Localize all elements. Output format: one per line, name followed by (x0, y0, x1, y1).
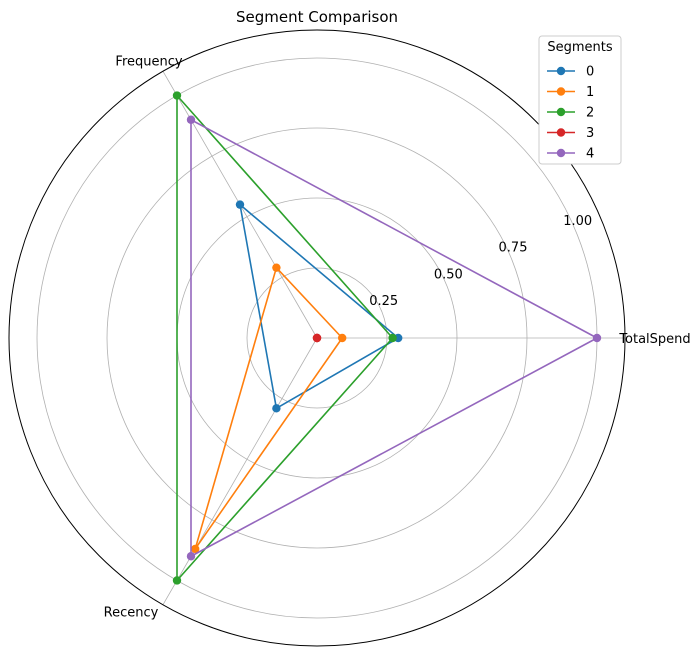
legend-swatch-marker (556, 87, 566, 96)
series-line (194, 266, 344, 550)
data-point (191, 544, 200, 554)
legend-label: 1 (586, 85, 594, 100)
legend-item-1: 1 (547, 85, 594, 100)
series-layer (172, 91, 602, 585)
legend-label: 4 (586, 147, 594, 162)
data-point (172, 576, 182, 585)
legend-label: 0 (586, 65, 594, 80)
axis-label-recency: Recency (104, 606, 159, 621)
radial-tick-label: 0.25 (369, 294, 398, 309)
legend-item-0: 0 (547, 65, 594, 80)
legend-swatch-marker (556, 107, 566, 117)
data-point (272, 263, 281, 272)
data-point (272, 404, 281, 413)
data-point (186, 552, 196, 561)
series-3 (312, 333, 322, 343)
legend-label: 3 (586, 126, 594, 141)
legend: Segments 0 1 2 3 4 (538, 35, 622, 165)
outer-frame (8, 29, 626, 647)
data-point (186, 115, 196, 124)
legend-item-3: 3 (547, 126, 594, 141)
series-line (176, 94, 394, 582)
axis-label-frequency: Frequency (115, 54, 182, 69)
data-point (172, 91, 182, 100)
legend-swatch-marker (556, 66, 566, 76)
legend-frame (538, 35, 622, 165)
data-point (235, 200, 245, 209)
radial-tick-label: 1.00 (563, 214, 592, 229)
legend-swatch-marker (556, 148, 566, 158)
series-line (239, 203, 400, 410)
radial-tick-label: 0.75 (499, 241, 528, 256)
legend-title: Segments (547, 40, 613, 55)
data-point (338, 333, 347, 343)
data-point (388, 333, 397, 343)
series-1 (191, 263, 347, 554)
radial-tick-label: 0.50 (434, 267, 463, 282)
grid-spoke (162, 337, 318, 605)
legend-label: 2 (586, 106, 594, 121)
legend-item-4: 4 (547, 147, 594, 162)
series-line (190, 118, 598, 558)
data-point (312, 333, 322, 343)
legend-swatch-marker (556, 128, 566, 137)
legend-item-2: 2 (547, 106, 594, 121)
label-layer: 0.25 0.50 0.75 1.00 TotalSpend Frequency Recen… (104, 54, 691, 620)
chart-title: Segment Comparison (236, 8, 398, 26)
axis-label-totalspend: TotalSpend (618, 332, 690, 347)
series-2 (172, 91, 397, 585)
data-point (592, 333, 602, 343)
series-4 (186, 115, 602, 561)
